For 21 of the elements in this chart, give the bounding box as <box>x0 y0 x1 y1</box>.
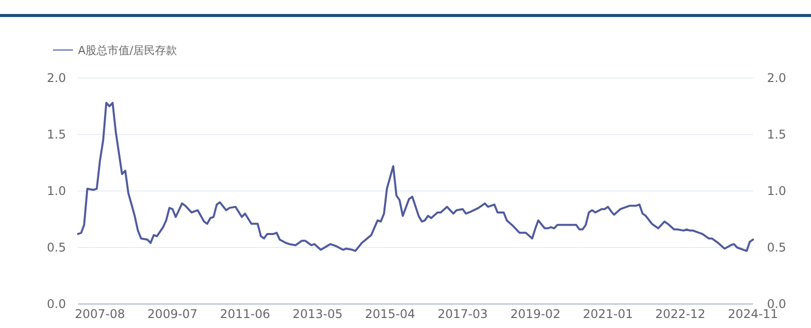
x-tick-label: 2011-06 <box>220 307 270 321</box>
y2-tick-label: 1.0 <box>767 184 786 198</box>
y-tick-label: 1.5 <box>46 128 66 142</box>
x-tick-label: 2022-12 <box>655 307 706 321</box>
x-tick-label: 2017-03 <box>438 307 488 321</box>
y-tick-label: 0.0 <box>46 297 66 312</box>
x-tick-label: 2021-01 <box>582 307 633 321</box>
line-series <box>77 102 754 252</box>
y-tick-label: 1.0 <box>46 184 66 198</box>
x-tick-label: 2015-04 <box>365 307 416 321</box>
y-tick-label: 2.0 <box>46 71 66 86</box>
x-tick-label: 2009-07 <box>147 307 198 321</box>
x-tick-label: 2019-02 <box>510 307 560 321</box>
y2-tick-label: 1.5 <box>767 128 786 142</box>
x-tick-label: 2007-08 <box>74 307 126 321</box>
y2-tick-label: 2.0 <box>767 71 786 86</box>
y2-tick-label: 0.5 <box>767 240 786 255</box>
legend-label: A股总市值/居民存款 <box>78 44 178 57</box>
x-tick-label: 2013-05 <box>292 307 343 321</box>
y-tick-label: 0.5 <box>46 240 66 255</box>
x-tick-label: 2024-11 <box>728 307 778 321</box>
